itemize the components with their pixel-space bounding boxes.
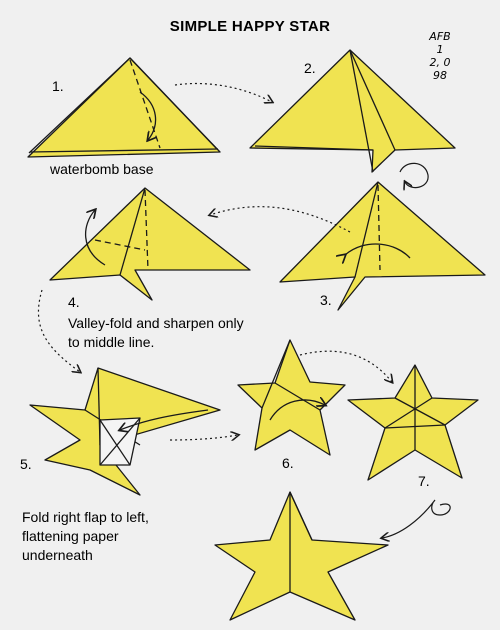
caption-step5: Fold right flap to left, flattening pape… bbox=[22, 508, 149, 565]
step7-figure bbox=[347, 364, 479, 481]
step4-figure bbox=[49, 187, 251, 301]
diagram-title: SIMPLE HAPPY STAR bbox=[169, 18, 331, 35]
caption-line: to middle line. bbox=[68, 334, 155, 350]
arrow-5-to-6 bbox=[169, 435, 238, 440]
step-number-3: 3. bbox=[320, 292, 332, 308]
final-star-figure bbox=[214, 491, 389, 621]
caption-line: Valley-fold and sharpen only bbox=[68, 315, 244, 331]
arrow-1-to-2 bbox=[174, 82, 272, 102]
step2-figure bbox=[249, 49, 456, 173]
step3-figure bbox=[279, 181, 486, 311]
step1-figure bbox=[27, 57, 221, 158]
step-number-6: 6. bbox=[282, 455, 294, 471]
initials-line: 2, 0 bbox=[429, 56, 451, 69]
caption-step4: Valley-fold and sharpen only to middle l… bbox=[68, 314, 244, 352]
author-initials: AFB 1 2, 0 98 bbox=[424, 30, 456, 82]
step-number-1: 1. bbox=[52, 78, 64, 94]
arrow-6-to-7 bbox=[299, 350, 392, 382]
arrow-3-to-4 bbox=[210, 206, 351, 233]
initials-line: 98 bbox=[433, 69, 447, 82]
caption-line: underneath bbox=[22, 547, 93, 563]
turn-over-arrow bbox=[399, 162, 429, 187]
step-number-7: 7. bbox=[418, 473, 430, 489]
arrow-7-to-final bbox=[382, 499, 451, 538]
step-number-2: 2. bbox=[304, 60, 316, 76]
caption-line: Fold right flap to left, bbox=[22, 509, 149, 525]
caption-waterbomb-base: waterbomb base bbox=[50, 161, 154, 177]
caption-line: flattening paper bbox=[22, 528, 119, 544]
initials-line: 1 bbox=[436, 43, 444, 56]
initials-line: AFB bbox=[429, 30, 451, 43]
step-number-4: 4. bbox=[68, 294, 80, 310]
step5-figure bbox=[29, 367, 221, 496]
step6-figure bbox=[237, 339, 346, 456]
arrow-4-to-5 bbox=[37, 289, 80, 372]
step-number-5: 5. bbox=[20, 456, 32, 472]
